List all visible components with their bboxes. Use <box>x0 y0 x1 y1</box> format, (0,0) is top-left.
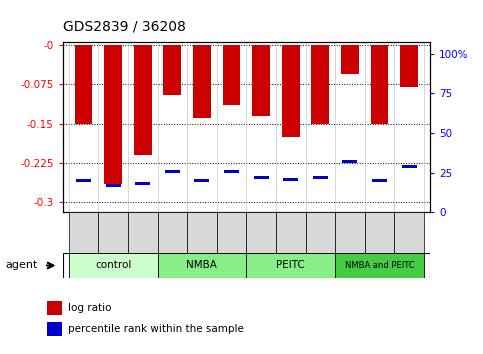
Bar <box>312 45 329 124</box>
Bar <box>223 45 241 105</box>
Bar <box>47 301 62 315</box>
Bar <box>99 212 128 253</box>
Bar <box>135 182 150 185</box>
Text: PEITC: PEITC <box>276 261 305 270</box>
Bar <box>75 45 92 124</box>
Bar <box>276 212 306 253</box>
Bar <box>47 322 62 336</box>
Bar <box>306 212 335 253</box>
Bar <box>401 165 417 168</box>
Bar <box>365 212 394 253</box>
Bar <box>157 212 187 253</box>
Bar <box>282 45 299 137</box>
Bar <box>69 253 157 278</box>
Text: control: control <box>95 261 131 270</box>
Text: NMBA and PEITC: NMBA and PEITC <box>345 261 414 270</box>
Bar <box>372 179 387 182</box>
Bar <box>254 176 269 179</box>
Text: GDS2839 / 36208: GDS2839 / 36208 <box>63 19 185 34</box>
Bar <box>193 45 211 118</box>
Bar <box>76 179 91 182</box>
Bar <box>335 212 365 253</box>
Bar <box>224 170 239 173</box>
Bar <box>69 212 99 253</box>
Bar <box>157 253 246 278</box>
Bar <box>194 179 210 182</box>
Text: percentile rank within the sample: percentile rank within the sample <box>69 324 244 334</box>
Bar <box>335 253 424 278</box>
Bar <box>128 212 157 253</box>
Text: log ratio: log ratio <box>69 303 112 313</box>
Bar <box>313 176 328 179</box>
Bar <box>252 45 270 116</box>
Bar <box>104 45 122 184</box>
Bar <box>134 45 152 155</box>
Bar <box>370 45 388 124</box>
Bar <box>341 45 359 74</box>
Bar <box>165 170 180 173</box>
Text: NMBA: NMBA <box>186 261 217 270</box>
Bar <box>394 212 424 253</box>
Bar <box>283 177 298 181</box>
Bar <box>400 45 418 87</box>
Bar <box>246 212 276 253</box>
Bar <box>246 253 335 278</box>
Bar <box>342 160 357 163</box>
Bar <box>106 184 121 187</box>
Bar <box>187 212 217 253</box>
Text: agent: agent <box>6 260 38 270</box>
Bar <box>217 212 246 253</box>
Bar <box>163 45 181 95</box>
